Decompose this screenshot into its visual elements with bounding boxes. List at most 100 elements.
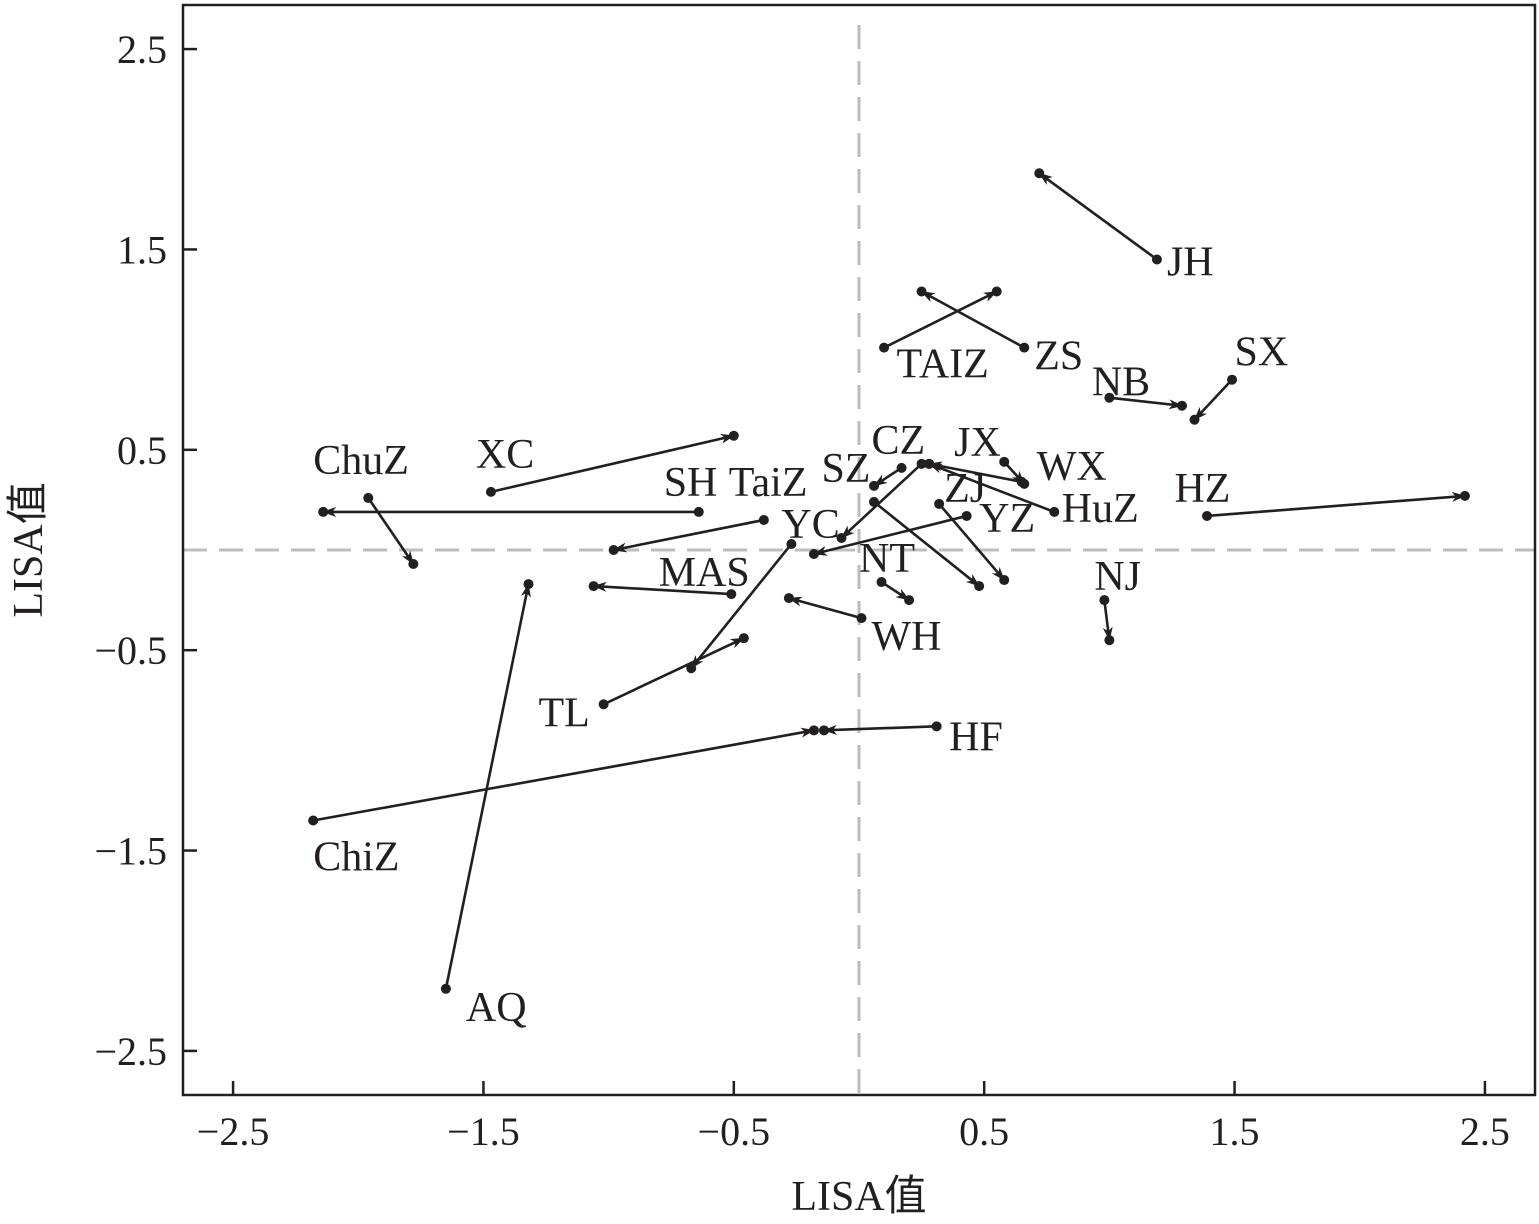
end-point [1189,414,1200,425]
city-label-sh: SH [664,460,718,506]
end-point [818,725,829,736]
city-label-hf: HF [949,714,1003,760]
trajectory-tl [598,633,749,710]
trajectory-arrow [490,433,735,494]
trajectory-arrow [873,466,903,487]
trajectory-arrow [928,462,1055,514]
trajectory-yz [808,510,972,560]
trajectory-wh [876,577,915,606]
trajectory-sx [1189,374,1238,425]
trajectory-xc [485,430,739,497]
city-label-sz: SZ [821,446,870,492]
start-point [440,983,451,994]
trajectory-arrow [822,724,937,735]
end-point [904,595,915,606]
trajectory-cz [836,458,927,543]
trajectory-arrow [920,290,1025,349]
city-label-cz: CZ [872,418,926,464]
trajectory-arrow [444,583,531,990]
end-point [783,593,794,604]
y-axis-title: LISA值 [6,482,52,617]
city-label-wh: WH [872,614,942,660]
trajectory-arrow [1038,172,1158,261]
trajectory-arrow [938,503,1006,581]
start-point [485,486,496,497]
start-point [879,342,890,353]
end-point [608,545,619,555]
trajectory-nj [1099,595,1115,646]
start-point [856,613,867,624]
trajectory-arrow [1206,491,1466,518]
city-label-jx: JX [954,420,1001,466]
x-axis: −2.5 −1.5 −0.5 0.5 1.5 2.5 [197,1081,1510,1154]
start-point [961,510,972,521]
trajectory-yc [686,538,797,674]
trajectory-chiz [308,725,819,826]
trajectory-arrow [603,636,745,706]
trajectory-nb [1104,392,1187,411]
end-point [916,286,927,297]
x-axis-title: LISA值 [791,1174,926,1220]
start-point [1016,476,1027,487]
start-point [1049,506,1060,517]
start-point [1202,510,1213,521]
trajectory-taiz [879,286,1002,353]
trajectory-wx [924,458,1027,487]
city-label-nj: NJ [1094,554,1141,600]
start-point [598,699,609,710]
trajectory-arrow [880,580,910,602]
city-label-huz: HuZ [1062,486,1139,532]
y-tick-label: −2.5 [94,1029,167,1074]
trajectory-aq [440,579,534,994]
y-tick-label: 1.5 [117,227,167,272]
city-label-yc: YC [781,502,839,548]
end-point [974,581,985,592]
x-tick-label: 1.5 [1210,1109,1260,1154]
end-point [738,633,749,644]
start-point [931,721,942,732]
trajectory-arrow [812,514,967,556]
end-point [408,559,419,570]
start-point [876,577,887,588]
end-point [1034,168,1045,179]
end-point [588,581,599,592]
city-label-sx: SX [1235,330,1289,376]
end-point [836,532,847,543]
start-point [758,514,769,525]
city-label-taiz: TaiZ [729,460,808,506]
trajectory-arrow [873,500,980,588]
trajectory-arrow [312,727,815,822]
trajectory-arrow [1102,599,1113,642]
end-point [924,458,935,469]
start-point [999,456,1010,467]
y-tick-label: 0.5 [117,428,167,473]
trajectory-chuz [363,492,419,570]
trajectory-sh [318,506,704,517]
reference-lines [183,25,1535,1095]
y-axis: −2.5 −1.5 −0.5 0.5 1.5 2.5 [94,27,197,1074]
y-tick-label: −1.5 [94,829,167,874]
start-point [363,492,374,503]
trajectory-arrow [612,518,765,553]
city-label-yz: YZ [979,496,1035,542]
city-label-wx: WX [1037,444,1107,490]
end-point [808,549,819,560]
end-point [869,480,880,491]
end-point [1176,400,1187,411]
city-label-taiz: TAIZ [897,342,989,388]
trajectory-mas [588,581,737,600]
end-point [999,575,1010,586]
trajectory-wh2 [783,593,867,624]
start-point [1227,374,1238,385]
start-point [1099,595,1110,606]
start-point [1019,342,1030,353]
trajectory-arrow [928,461,1022,484]
city-label-zj: ZJ [944,466,986,512]
start-point [1151,254,1162,265]
trajectory-sz [869,462,907,491]
city-label-zs: ZS [1034,334,1083,380]
trajectory-arrow [367,497,415,565]
city-label-jh: JH [1167,239,1214,285]
